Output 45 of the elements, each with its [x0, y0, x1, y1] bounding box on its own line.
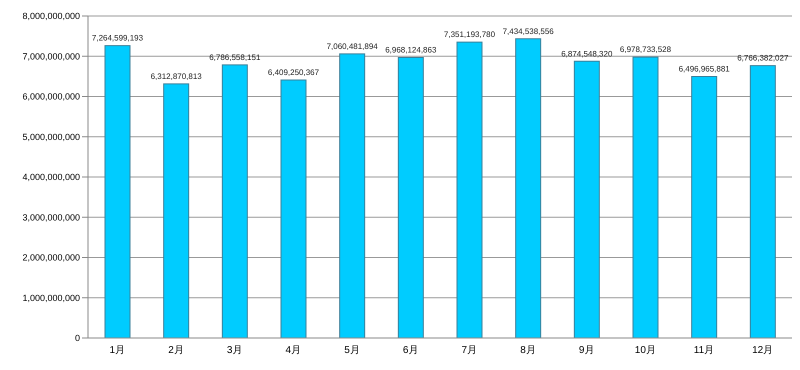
bar	[750, 65, 776, 338]
bar	[456, 42, 482, 338]
y-tick-label: 7,000,000,000	[22, 51, 80, 62]
x-tick-label: 3月	[226, 345, 242, 356]
data-label: 6,409,250,367	[268, 68, 320, 78]
x-tick-label: 8月	[520, 345, 536, 356]
data-label: 6,312,870,813	[150, 72, 202, 81]
bar	[632, 56, 658, 338]
bar	[163, 83, 190, 338]
y-tick-label: 8,000,000,000	[22, 11, 80, 22]
bar	[222, 64, 248, 338]
y-tick-label: 6,000,000,000	[22, 92, 80, 102]
y-tick-label: 1,000,000,000	[22, 292, 80, 303]
bar	[339, 53, 366, 338]
data-label: 7,060,481,894	[326, 42, 378, 51]
data-label: 6,786,558,151	[209, 52, 261, 62]
bar	[398, 57, 424, 338]
bar	[515, 38, 542, 338]
bar	[104, 45, 130, 338]
x-tick-label: 7月	[462, 345, 478, 356]
x-tick-label: 6月	[402, 345, 418, 356]
y-tick-label: 4,000,000,000	[22, 172, 80, 182]
bar	[691, 76, 718, 338]
data-label: 6,978,733,528	[620, 45, 672, 54]
data-label: 6,968,124,863	[385, 46, 437, 55]
data-label: 7,351,193,780	[444, 30, 496, 40]
bar	[280, 80, 306, 338]
x-tick-label: 10月	[634, 345, 656, 356]
x-tick-label: 11月	[694, 345, 714, 356]
x-tick-label: 5月	[344, 345, 360, 356]
x-tick-label: 12月	[752, 345, 774, 356]
data-label: 7,434,538,556	[502, 26, 554, 36]
x-tick-label: 2月	[168, 345, 184, 356]
x-tick-label: 9月	[578, 345, 594, 356]
y-tick-label: 2,000,000,000	[22, 252, 80, 263]
x-tick-label: 1月	[110, 345, 126, 356]
y-tick-label: 5,000,000,000	[22, 132, 80, 142]
data-label: 6,766,382,027	[737, 54, 789, 63]
data-label: 7,264,599,193	[92, 34, 144, 43]
y-tick-label: 0	[74, 333, 80, 344]
data-label: 6,496,965,881	[678, 64, 730, 74]
x-tick-label: 4月	[286, 345, 302, 356]
y-tick-label: 3,000,000,000	[22, 212, 80, 222]
data-label: 6,874,548,320	[561, 49, 613, 58]
bar	[574, 60, 600, 338]
